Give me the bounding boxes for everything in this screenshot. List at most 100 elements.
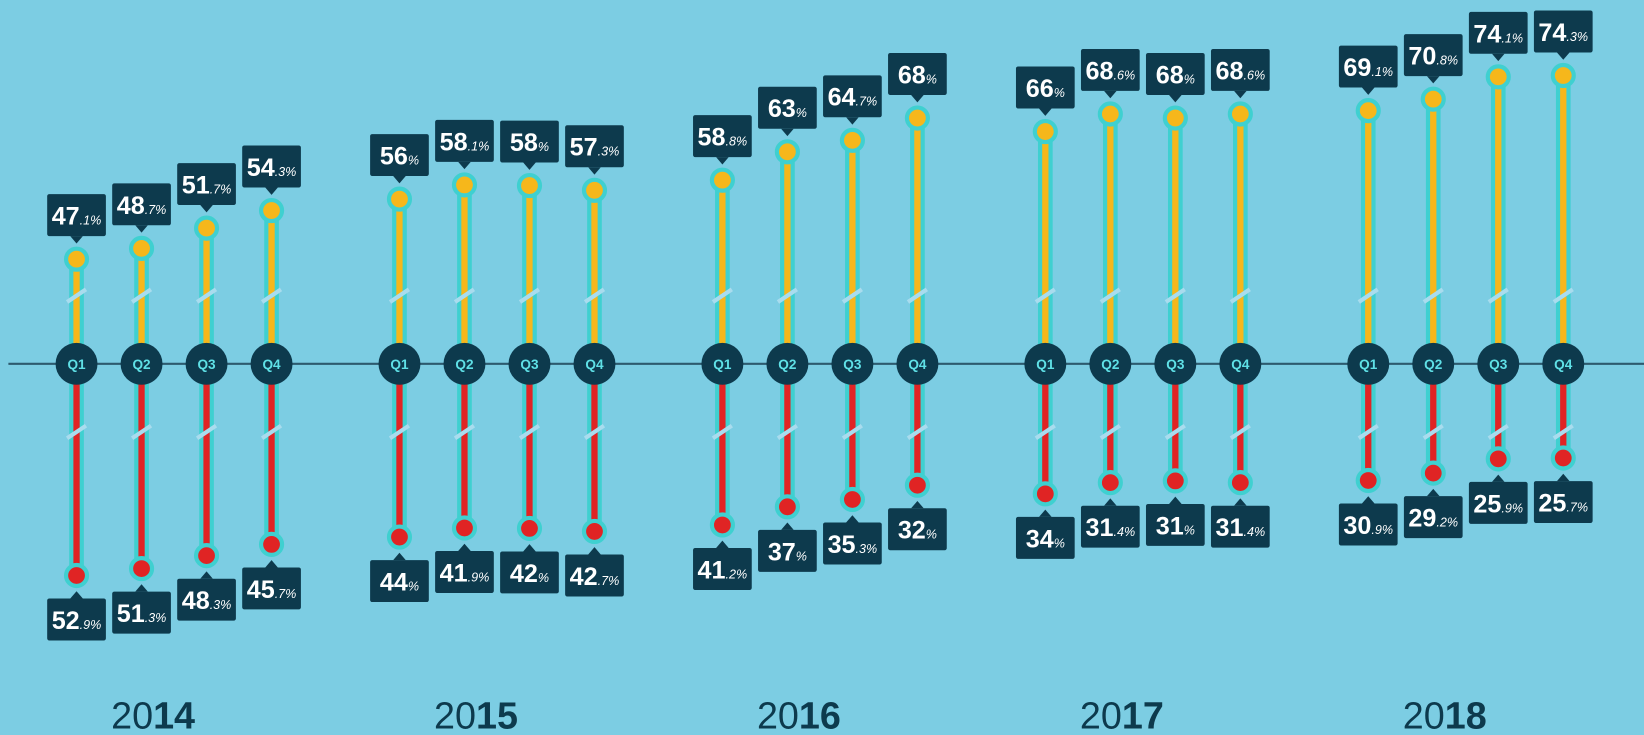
- label-box: [1210, 505, 1270, 548]
- break-mark: [711, 287, 733, 304]
- break-mark: [1487, 423, 1509, 441]
- label-box: [1338, 503, 1398, 546]
- dot: [839, 486, 865, 513]
- label-box: [112, 591, 171, 634]
- value-label: 35.3%: [828, 531, 878, 559]
- break-mark: [260, 287, 283, 304]
- quarter-badge: [1542, 342, 1585, 385]
- value-label: 74.1%: [1473, 20, 1523, 48]
- value-label: 31.4%: [1085, 514, 1135, 542]
- dot: [1355, 467, 1381, 494]
- label-pointer: [70, 236, 83, 244]
- value-label: 34%: [1026, 525, 1065, 553]
- dot: [1550, 445, 1576, 471]
- value-label: 69.1%: [1343, 54, 1393, 82]
- break-mark: [1034, 423, 1056, 441]
- value-label: 30.9%: [1343, 512, 1393, 540]
- quarter-label: Q2: [1424, 357, 1443, 372]
- label-box: [47, 598, 106, 641]
- label-box: [565, 554, 624, 597]
- quarter-label: Q1: [1036, 357, 1055, 372]
- dot: [193, 543, 220, 569]
- label-box: [1145, 503, 1205, 546]
- value-label: 44%: [380, 569, 419, 597]
- label-box: [47, 194, 106, 237]
- break-mark: [1422, 423, 1444, 441]
- value-label: 58.1%: [440, 128, 490, 156]
- quarter-badge: [766, 342, 809, 385]
- quarter-badge: [250, 342, 293, 385]
- label-box: [1015, 66, 1075, 109]
- value-label: 57.3%: [570, 134, 620, 162]
- dot: [1485, 64, 1511, 90]
- break-mark: [583, 423, 606, 441]
- break-mark: [518, 287, 541, 304]
- year-label: 2016: [757, 695, 841, 735]
- quarter-label: Q1: [67, 357, 86, 372]
- label-pointer: [846, 515, 859, 523]
- break-mark: [1422, 287, 1444, 304]
- break-mark: [518, 423, 541, 441]
- dot: [904, 105, 930, 131]
- label-box: [693, 548, 752, 590]
- quarter-label: Q3: [1489, 357, 1508, 372]
- value-label: 51.7%: [182, 172, 232, 200]
- label-box: [177, 163, 236, 206]
- label-pointer: [588, 547, 601, 555]
- label-box: [112, 183, 171, 226]
- label-pointer: [911, 94, 924, 103]
- break-mark: [711, 423, 733, 441]
- label-pointer: [523, 162, 536, 170]
- value-label: 54.3%: [247, 154, 297, 182]
- quarter-badge: [1219, 342, 1262, 385]
- break-mark: [583, 287, 606, 304]
- value-label: 32%: [898, 517, 937, 545]
- quarter-badge: [378, 342, 421, 385]
- dot: [709, 167, 735, 193]
- break-mark: [1552, 423, 1574, 441]
- label-pointer: [781, 128, 794, 137]
- quarter-label: Q3: [197, 357, 216, 372]
- quarter-badge: [1089, 342, 1132, 385]
- label-box: [500, 120, 559, 163]
- value-label: 68%: [898, 61, 937, 89]
- value-label: 31.4%: [1216, 514, 1266, 542]
- break-mark: [1099, 423, 1121, 441]
- dot: [258, 197, 285, 224]
- quarter-badge: [831, 342, 874, 385]
- label-pointer: [1234, 498, 1247, 506]
- value-label: 48.7%: [117, 192, 167, 220]
- label-box: [435, 119, 494, 162]
- dot: [1032, 481, 1058, 507]
- label-box: [242, 145, 301, 188]
- label-box: [888, 508, 947, 551]
- label-box: [1145, 53, 1205, 95]
- dot: [1162, 468, 1188, 494]
- value-label: 29.2%: [1408, 505, 1458, 533]
- label-box: [435, 551, 494, 593]
- dot: [193, 215, 220, 241]
- quarter-label: Q2: [132, 357, 151, 372]
- break-mark: [130, 423, 153, 441]
- dot: [581, 518, 608, 545]
- label-pointer: [1491, 474, 1505, 482]
- dot: [709, 512, 735, 538]
- quarter-badge: [185, 342, 228, 385]
- break-mark: [1357, 287, 1379, 304]
- value-label: 25.7%: [1538, 489, 1588, 517]
- label-pointer: [393, 552, 406, 561]
- value-label: 74.3%: [1538, 19, 1588, 47]
- dot: [451, 172, 478, 198]
- label-box: [823, 522, 882, 565]
- value-label: 37%: [768, 538, 807, 566]
- break-mark: [65, 423, 88, 441]
- label-pointer: [716, 540, 729, 549]
- quarter-badge: [573, 342, 616, 385]
- label-pointer: [1361, 87, 1375, 95]
- quarter-label: Q4: [262, 357, 281, 372]
- label-pointer: [393, 176, 406, 184]
- label-pointer: [1491, 53, 1505, 62]
- break-mark: [841, 287, 864, 304]
- label-box: [693, 115, 752, 158]
- year-label: 2015: [434, 695, 518, 735]
